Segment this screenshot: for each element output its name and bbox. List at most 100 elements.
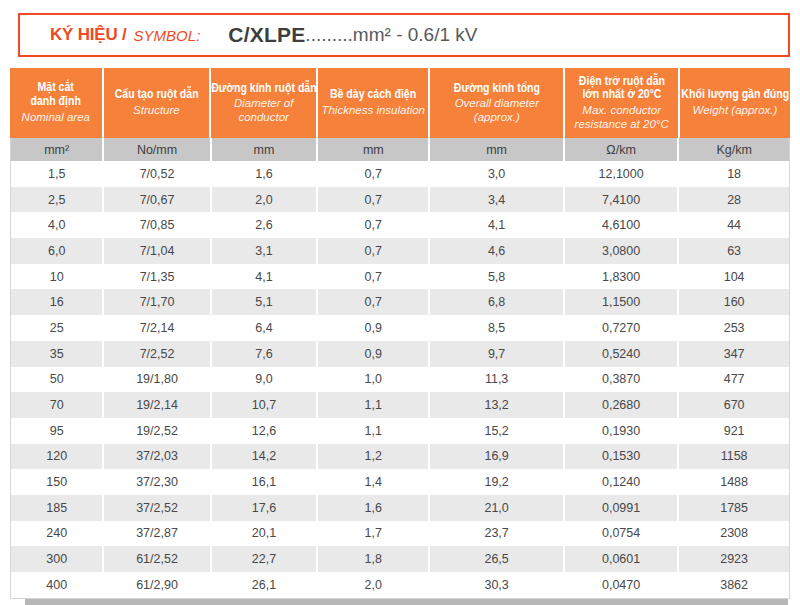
column-header-vi-line: danh định [31, 95, 81, 109]
table-cell: 7/1,35 [104, 264, 211, 290]
column-header-vi-line: Mặt cắt [31, 81, 81, 95]
table-cell: 17,6 [212, 495, 319, 521]
table-cell: 10,7 [212, 392, 319, 418]
column-header: Bề dày cách điệnThickness insulation [318, 68, 430, 138]
table-row: 5019/1,809,01,011,30,3870477 [11, 367, 789, 393]
cable-spec-table: Mặt cắtdanh định Nominal area Cấu tạo ruột… [10, 68, 790, 599]
table-cell: 4,6 [430, 238, 565, 264]
cable-symbol-suffix: .........mm² - 0.6/1 kV [305, 24, 477, 46]
table-cell: 30,3 [430, 572, 565, 598]
table-cell: 0,7 [318, 161, 430, 187]
table-row: 30061/2,5222,71,826,50,06012923 [11, 546, 789, 572]
table-cell: 670 [679, 392, 789, 418]
table-cell: 0,1530 [565, 444, 679, 470]
table-cell: 2923 [679, 546, 789, 572]
table-cell: 1,7 [318, 521, 430, 547]
table-cell: 4,1 [212, 264, 319, 290]
unit-cell: mm [430, 138, 565, 161]
table-row: 167/1,705,10,76,81,1500160 [11, 289, 789, 315]
table-cell: 0,7270 [565, 315, 679, 341]
table-cell: 14,2 [212, 444, 319, 470]
table-cell: 61/2,90 [104, 572, 211, 598]
table-row: 6,07/1,043,10,74,63,080063 [11, 238, 789, 264]
unit-cell: Ω/km [565, 138, 679, 161]
table-cell: 8,5 [430, 315, 565, 341]
column-header-vi: Điện trở ruột dẫnlớn nhất ở 20°C [573, 75, 671, 103]
table-lower-section: mm²No/mmmmmmmmΩ/kmKg/km 1,57/0,521,60,73… [10, 138, 790, 599]
table-cell: 2,0 [318, 572, 430, 598]
table-cell: 3,0800 [565, 238, 679, 264]
table-cell: 0,2680 [565, 392, 679, 418]
table-cell: 4,6100 [565, 212, 679, 238]
table-cell: 10 [11, 264, 104, 290]
column-header-en: Diameter of conductor [212, 97, 315, 124]
table-cell: 7/2,14 [104, 315, 211, 341]
table-units-row: mm²No/mmmmmmmmΩ/kmKg/km [11, 138, 789, 161]
unit-cell: mm [318, 138, 430, 161]
table-cell: 240 [11, 521, 104, 547]
table-cell: 12,1000 [565, 161, 679, 187]
table-row: 1,57/0,521,60,73,012,100018 [11, 161, 789, 187]
table-cell: 5,1 [212, 289, 319, 315]
table-cell: 0,7 [318, 264, 430, 290]
column-header-vi-line: lớn nhất ở 20°C [579, 88, 665, 102]
table-cell: 0,9 [318, 341, 430, 367]
table-cell: 23,7 [430, 521, 565, 547]
table-cell: 7/0,85 [104, 212, 211, 238]
table-cell: 0,7 [318, 238, 430, 264]
table-row: 40061/2,9026,12,030,30,04703862 [11, 572, 789, 598]
column-header-vi: Bề dày cách điện [324, 88, 422, 102]
cable-symbol-code: C/XLPE [228, 23, 305, 47]
table-row: 2,57/0,672,00,73,47,410028 [11, 187, 789, 213]
column-header: Đường kính ruột dẫnDiameter of conductor [211, 68, 318, 138]
table-cell: 120 [11, 444, 104, 470]
table-row: 107/1,354,10,75,81,8300104 [11, 264, 789, 290]
table-cell: 0,1930 [565, 418, 679, 444]
table-cell: 19/1,80 [104, 367, 211, 393]
table-cell: 4,1 [430, 212, 565, 238]
table-cell: 300 [11, 546, 104, 572]
table-cell: 0,1240 [565, 469, 679, 495]
column-header-vi: Mặt cắtdanh định [27, 81, 84, 109]
table-row: 9519/2,5212,61,115,20,1930921 [11, 418, 789, 444]
symbol-label-en: SYMBOL: [134, 27, 201, 44]
table-cell: 19/2,52 [104, 418, 211, 444]
table-cell: 2,0 [212, 187, 319, 213]
table-cell: 28 [679, 187, 789, 213]
column-header-en: Overall diameter (approx.) [431, 97, 562, 124]
column-header-vi-line: Cấu tạo ruột dẫn [114, 88, 198, 102]
table-cell: 25 [11, 315, 104, 341]
table-cell: 44 [679, 212, 789, 238]
table-cell: 253 [679, 315, 789, 341]
unit-cell: Kg/km [679, 138, 789, 161]
table-cell: 95 [11, 418, 104, 444]
column-header: Khối lượng gần đúngWeight (approx.) [680, 68, 790, 138]
table-cell: 0,0601 [565, 546, 679, 572]
table-cell: 921 [679, 418, 789, 444]
unit-cell: mm [212, 138, 319, 161]
table-cell: 7/1,04 [104, 238, 211, 264]
table-row: 257/2,146,40,98,50,7270253 [11, 315, 789, 341]
column-header: Điện trở ruột dẫnlớn nhất ở 20°CMax. con… [565, 68, 680, 138]
table-cell: 2308 [679, 521, 789, 547]
table-cell: 0,7 [318, 289, 430, 315]
column-header-en: Nominal area [22, 111, 90, 125]
footer-bar [25, 599, 788, 605]
table-cell: 7/0,52 [104, 161, 211, 187]
table-cell: 1,4 [318, 469, 430, 495]
table-cell: 160 [679, 289, 789, 315]
unit-cell: No/mm [104, 138, 211, 161]
column-header-vi-line: Bề dày cách điện [330, 88, 416, 102]
table-cell: 477 [679, 367, 789, 393]
table-cell: 1,2 [318, 444, 430, 470]
table-cell: 0,9 [318, 315, 430, 341]
table-row: 7019/2,1410,71,113,20,2680670 [11, 392, 789, 418]
column-header-vi-line: Đường kính tổng [454, 82, 540, 96]
table-cell: 7/0,67 [104, 187, 211, 213]
column-header-en: Weight (approx.) [693, 104, 778, 118]
table-cell: 6,4 [212, 315, 319, 341]
table-cell: 1,6 [318, 495, 430, 521]
table-cell: 16,9 [430, 444, 565, 470]
table-cell: 16 [11, 289, 104, 315]
table-cell: 0,0754 [565, 521, 679, 547]
